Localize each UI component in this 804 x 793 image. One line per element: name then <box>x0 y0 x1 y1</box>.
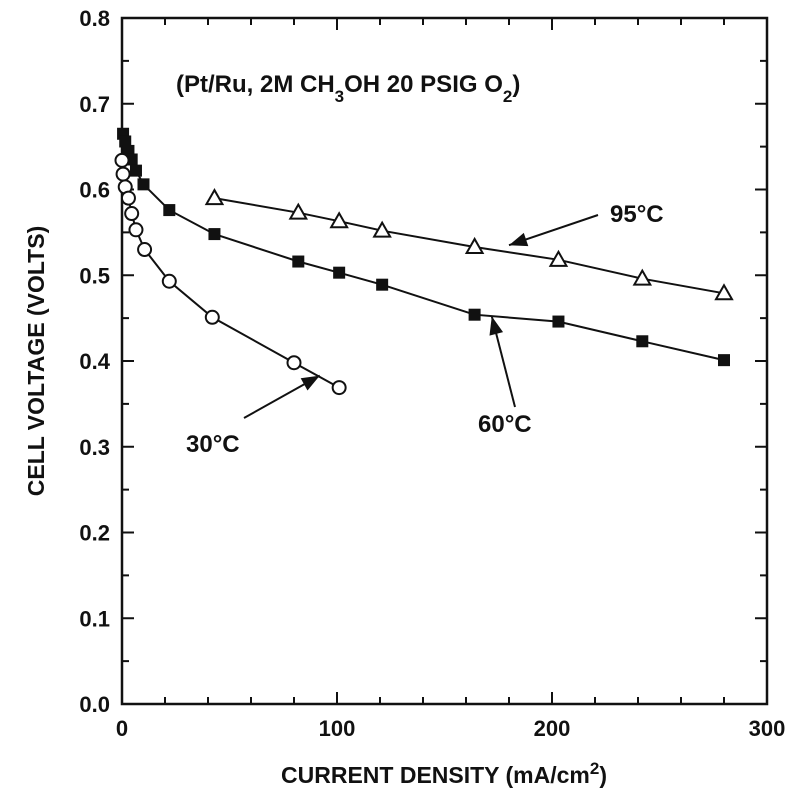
markers-layer <box>114 127 734 396</box>
arrow-head-95C <box>509 232 529 247</box>
marker-square-60C <box>292 255 305 268</box>
y-tick-label: 0.4 <box>79 349 110 374</box>
x-tick-label: 0 <box>116 716 128 741</box>
marker-triangle-95C <box>372 220 392 238</box>
marker-triangle-95C <box>288 202 309 220</box>
marker-triangle-95C <box>714 283 734 301</box>
marker-triangle-95C <box>329 211 349 229</box>
x-tick-label: 300 <box>749 716 786 741</box>
marker-square-60C <box>636 335 649 348</box>
series-label-30C: 30°C <box>186 431 240 458</box>
y-tick-label: 0.6 <box>79 178 110 203</box>
marker-circle-30C <box>115 166 131 182</box>
y-tick-label: 0.1 <box>79 606 110 631</box>
marker-square-60C <box>137 178 150 191</box>
plot-frame <box>120 16 769 706</box>
y-axis-label: CELL VOLTAGE (VOLTS) <box>23 226 49 496</box>
marker-circle-30C <box>128 222 144 238</box>
marker-square-60C <box>376 278 389 291</box>
x-tick-label: 200 <box>534 716 571 741</box>
marker-circle-30C <box>161 273 177 289</box>
chart-title: (Pt/Ru, 2M CH3OH 20 PSIG O2) <box>176 71 520 106</box>
arrow-head-60C <box>489 316 504 336</box>
marker-square-60C <box>718 354 730 367</box>
annotation-layer: 95°C 60°C 30°C <box>186 201 664 458</box>
marker-circle-30C <box>204 309 220 325</box>
x-tick-labels: 0 100 200 300 <box>116 716 785 741</box>
marker-circle-30C <box>120 190 136 206</box>
marker-square-60C <box>129 164 142 177</box>
marker-square-60C <box>468 308 481 321</box>
series-line-60C <box>122 133 725 362</box>
series-layer <box>121 133 725 389</box>
marker-square-60C <box>333 266 346 279</box>
y-tick-label: 0.2 <box>79 521 110 546</box>
marker-triangle-95C <box>632 268 653 286</box>
y-tick-label: 0.3 <box>79 435 110 460</box>
marker-triangle-95C <box>464 236 485 254</box>
series-label-95C: 95°C <box>610 201 664 228</box>
y-tick-labels: 0.0 0.1 0.2 0.3 0.4 0.5 0.6 0.7 0.8 <box>79 6 110 717</box>
arrow-head-30C <box>300 375 320 391</box>
series-line-95C <box>214 197 725 295</box>
y-tick-label: 0.7 <box>79 92 110 117</box>
series-label-60C: 60°C <box>478 411 532 438</box>
marker-circle-30C <box>114 152 130 168</box>
y-tick-label: 0.8 <box>79 6 110 31</box>
marker-circle-30C <box>331 380 347 396</box>
marker-circle-30C <box>286 355 302 371</box>
x-axis-label: CURRENT DENSITY (mA/cm2) <box>281 759 607 789</box>
x-tick-label: 100 <box>319 716 356 741</box>
marker-square-60C <box>208 228 221 241</box>
marker-triangle-95C <box>548 249 569 267</box>
marker-circle-30C <box>124 206 140 222</box>
marker-square-60C <box>552 315 565 328</box>
y-tick-label: 0.5 <box>79 263 110 288</box>
axis-ticks <box>121 17 768 705</box>
marker-triangle-95C <box>204 188 225 206</box>
marker-circle-30C <box>137 242 153 258</box>
marker-square-60C <box>119 135 132 148</box>
marker-square-60C <box>163 204 176 217</box>
y-tick-label: 0.0 <box>79 692 110 717</box>
